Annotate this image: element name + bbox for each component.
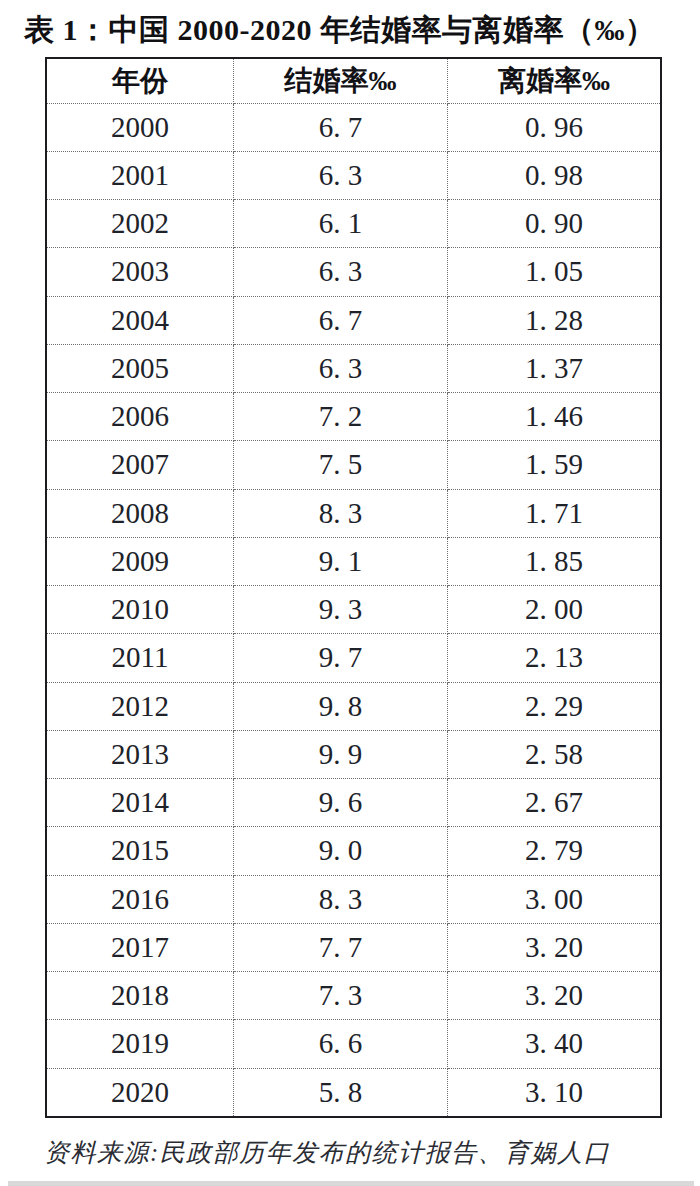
- table-row: 20056. 31. 37: [46, 344, 661, 392]
- marriage-rate-cell: 8. 3: [234, 489, 448, 537]
- table-row: 20159. 02. 79: [46, 827, 661, 875]
- marriage-rate-cell: 9. 0: [234, 827, 448, 875]
- marriage-rate-cell: 7. 7: [234, 923, 448, 971]
- marriage-rate-cell: 6. 3: [234, 151, 448, 199]
- divorce-rate-cell: 3. 20: [448, 923, 661, 971]
- year-cell: 2013: [46, 730, 234, 778]
- divorce-rate-cell: 0. 98: [448, 151, 661, 199]
- table-row: 20187. 33. 20: [46, 972, 661, 1020]
- year-cell: 2003: [46, 248, 234, 296]
- divorce-rate-cell: 3. 00: [448, 875, 661, 923]
- column-header-year: 年份: [46, 58, 234, 103]
- marriage-rate-cell: 6. 7: [234, 296, 448, 344]
- marriage-rate-cell: 6. 3: [234, 344, 448, 392]
- divorce-rate-cell: 3. 10: [448, 1068, 661, 1117]
- marriage-rate-cell: 7. 2: [234, 393, 448, 441]
- divorce-rate-cell: 1. 46: [448, 393, 661, 441]
- marriage-rate-cell: 9. 8: [234, 682, 448, 730]
- divorce-rate-cell: 1. 28: [448, 296, 661, 344]
- table-row: 20196. 63. 40: [46, 1020, 661, 1068]
- year-cell: 2008: [46, 489, 234, 537]
- table-row: 20168. 33. 00: [46, 875, 661, 923]
- column-header-divorce-rate: 离婚率‰: [448, 58, 661, 103]
- year-cell: 2010: [46, 586, 234, 634]
- marriage-rate-cell: 9. 1: [234, 537, 448, 585]
- year-cell: 2012: [46, 682, 234, 730]
- table-row: 20177. 73. 20: [46, 923, 661, 971]
- table-row: 20006. 70. 96: [46, 103, 661, 151]
- year-cell: 2011: [46, 634, 234, 682]
- page-bottom-cutoff-artifact: [8, 1181, 694, 1186]
- marriage-rate-cell: 6. 6: [234, 1020, 448, 1068]
- year-cell: 2007: [46, 441, 234, 489]
- table-row: 20016. 30. 98: [46, 151, 661, 199]
- marriage-rate-cell: 9. 7: [234, 634, 448, 682]
- table-title: 表 1：中国 2000-2020 年结婚率与离婚率（‰）: [24, 10, 656, 51]
- document-page: 表 1：中国 2000-2020 年结婚率与离婚率（‰） 年份 结婚率‰ 离婚率…: [0, 0, 700, 1186]
- marriage-rate-cell: 6. 3: [234, 248, 448, 296]
- column-header-marriage-rate: 结婚率‰: [234, 58, 448, 103]
- marriage-rate-cell: 8. 3: [234, 875, 448, 923]
- table-row: 20119. 72. 13: [46, 634, 661, 682]
- divorce-rate-cell: 2. 58: [448, 730, 661, 778]
- year-cell: 2001: [46, 151, 234, 199]
- year-cell: 2004: [46, 296, 234, 344]
- year-cell: 2019: [46, 1020, 234, 1068]
- source-note: 资料来源:民政部历年发布的统计报告、育娲人口: [44, 1136, 610, 1169]
- table-row: 20205. 83. 10: [46, 1068, 661, 1117]
- divorce-rate-cell: 1. 71: [448, 489, 661, 537]
- table-body: 20006. 70. 9620016. 30. 9820026. 10. 902…: [46, 103, 661, 1117]
- year-cell: 2020: [46, 1068, 234, 1117]
- year-cell: 2002: [46, 200, 234, 248]
- year-cell: 2015: [46, 827, 234, 875]
- table-row: 20149. 62. 67: [46, 779, 661, 827]
- divorce-rate-cell: 1. 85: [448, 537, 661, 585]
- divorce-rate-cell: 1. 05: [448, 248, 661, 296]
- table-row: 20088. 31. 71: [46, 489, 661, 537]
- table-row: 20109. 32. 00: [46, 586, 661, 634]
- divorce-rate-cell: 2. 67: [448, 779, 661, 827]
- year-cell: 2014: [46, 779, 234, 827]
- year-cell: 2018: [46, 972, 234, 1020]
- year-cell: 2009: [46, 537, 234, 585]
- divorce-rate-cell: 3. 40: [448, 1020, 661, 1068]
- marriage-rate-cell: 6. 1: [234, 200, 448, 248]
- divorce-rate-cell: 2. 13: [448, 634, 661, 682]
- table-row: 20077. 51. 59: [46, 441, 661, 489]
- table-row: 20026. 10. 90: [46, 200, 661, 248]
- divorce-rate-cell: 2. 29: [448, 682, 661, 730]
- divorce-rate-cell: 0. 96: [448, 103, 661, 151]
- divorce-rate-cell: 2. 79: [448, 827, 661, 875]
- divorce-rate-cell: 3. 20: [448, 972, 661, 1020]
- divorce-rate-cell: 1. 37: [448, 344, 661, 392]
- table-row: 20129. 82. 29: [46, 682, 661, 730]
- marriage-rate-cell: 5. 8: [234, 1068, 448, 1117]
- marriage-divorce-table: 年份 结婚率‰ 离婚率‰ 20006. 70. 9620016. 30. 982…: [45, 57, 662, 1118]
- divorce-rate-cell: 2. 00: [448, 586, 661, 634]
- table-row: 20099. 11. 85: [46, 537, 661, 585]
- table-header-row: 年份 结婚率‰ 离婚率‰: [46, 58, 661, 103]
- marriage-rate-cell: 6. 7: [234, 103, 448, 151]
- divorce-rate-cell: 0. 90: [448, 200, 661, 248]
- table-row: 20139. 92. 58: [46, 730, 661, 778]
- year-cell: 2016: [46, 875, 234, 923]
- marriage-rate-cell: 7. 3: [234, 972, 448, 1020]
- table-row: 20036. 31. 05: [46, 248, 661, 296]
- divorce-rate-cell: 1. 59: [448, 441, 661, 489]
- table-row: 20046. 71. 28: [46, 296, 661, 344]
- marriage-rate-cell: 9. 9: [234, 730, 448, 778]
- marriage-rate-cell: 9. 3: [234, 586, 448, 634]
- marriage-rate-cell: 7. 5: [234, 441, 448, 489]
- table-row: 20067. 21. 46: [46, 393, 661, 441]
- marriage-rate-cell: 9. 6: [234, 779, 448, 827]
- year-cell: 2017: [46, 923, 234, 971]
- year-cell: 2006: [46, 393, 234, 441]
- year-cell: 2000: [46, 103, 234, 151]
- year-cell: 2005: [46, 344, 234, 392]
